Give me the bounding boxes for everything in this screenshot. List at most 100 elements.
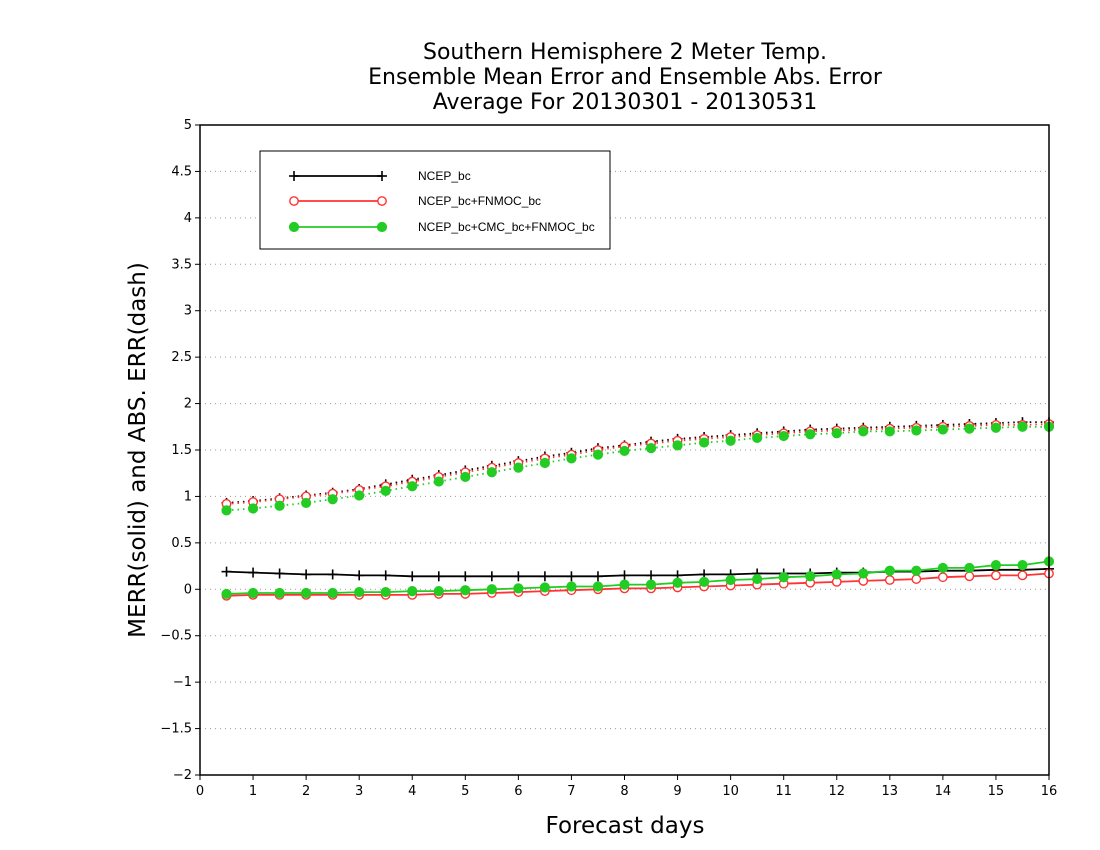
data-point [805, 571, 816, 582]
data-point [1017, 570, 1028, 581]
data-point [778, 430, 789, 442]
data-point [831, 569, 842, 580]
y-tick-label: −0.5 [160, 629, 192, 644]
y-tick-label: 3 [184, 304, 192, 319]
data-point [619, 445, 630, 457]
title-line-2: Ensemble Mean Error and Ensemble Abs. Er… [368, 65, 883, 90]
series-ncep-bc-cmc-bc-fnmoc-bc-markers [221, 421, 1055, 600]
data-point [1017, 560, 1028, 571]
data-point [911, 574, 922, 584]
data-point [964, 571, 975, 582]
data-point [619, 570, 630, 581]
x-tick-label: 1 [249, 784, 257, 799]
data-point [884, 426, 895, 437]
data-point [619, 579, 630, 590]
data-point [513, 462, 524, 473]
data-point [752, 573, 763, 585]
y-tick-label: 2 [184, 397, 192, 412]
y-axis-label: MERR(solid) and ABS. ERR(dash) [125, 262, 151, 638]
x-tick-label: 7 [567, 784, 575, 799]
data-point [301, 497, 312, 509]
data-point [486, 571, 497, 582]
x-tick-label: 8 [620, 784, 628, 799]
series-ncep-bc-cmc-bc-fnmoc-bc-dotted-line [226, 425, 1049, 512]
data-point [301, 569, 312, 580]
data-point [460, 571, 471, 582]
legend-marker [377, 171, 387, 181]
data-point [725, 574, 736, 586]
legend-marker [289, 196, 299, 206]
data-point [645, 579, 657, 590]
title-line-1: Southern Hemisphere 2 Meter Temp. [423, 40, 827, 65]
data-point [327, 587, 338, 599]
data-point [672, 577, 683, 588]
y-tick-label: −1.5 [160, 722, 192, 737]
data-point [380, 570, 391, 581]
data-point [725, 435, 736, 446]
series-ncep-bc-fnmoc-bc-dotted-line [226, 423, 1050, 505]
data-point [407, 571, 418, 582]
data-point [990, 422, 1002, 433]
data-point [221, 505, 232, 516]
legend-label: NCEP_bc+FNMOC_bc [418, 194, 541, 208]
y-tick-label: −1 [173, 675, 192, 690]
x-tick-label: 10 [722, 784, 739, 799]
data-point [566, 571, 577, 582]
data-point [380, 485, 391, 496]
data-point [698, 437, 710, 448]
y-tick-label: 3.5 [171, 257, 192, 272]
data-point [486, 584, 497, 595]
legend-label: NCEP_bc [418, 169, 471, 183]
x-tick-label: 13 [882, 784, 899, 799]
x-tick-label: 14 [935, 784, 952, 799]
data-point [274, 568, 285, 579]
data-point [592, 581, 604, 592]
data-point [592, 449, 604, 460]
data-point [407, 481, 418, 492]
legend-marker [376, 221, 388, 233]
data-point [327, 569, 338, 580]
legend-marker [288, 221, 300, 233]
data-point [247, 503, 259, 514]
data-point [221, 588, 232, 600]
data-point [1017, 421, 1028, 432]
data-point [858, 568, 869, 579]
data-point [354, 490, 365, 501]
data-point [646, 570, 657, 581]
x-tick-label: 16 [1041, 784, 1058, 799]
data-point [407, 586, 418, 597]
data-point [831, 428, 842, 439]
data-point [247, 587, 259, 599]
data-point [433, 586, 444, 597]
data-point [354, 586, 365, 598]
legend: NCEP_bc NCEP_bc+FNMOC_bc NCEP_bc+CMC_bc+FN… [259, 150, 611, 250]
data-point [858, 426, 869, 437]
x-axis-ticks: 0 1 2 3 4 5 6 7 8 9 10 11 12 13 14 15 16 [196, 775, 1057, 799]
data-point [937, 562, 948, 574]
data-point [486, 467, 497, 478]
y-tick-label: 5 [184, 118, 192, 133]
x-tick-label: 4 [408, 784, 416, 799]
data-point [539, 457, 551, 469]
data-point [566, 453, 577, 464]
y-tick-label: 0 [184, 582, 192, 597]
data-point [274, 587, 285, 599]
x-tick-label: 9 [673, 784, 681, 799]
data-point [513, 583, 524, 594]
data-point [513, 571, 524, 582]
y-tick-label: 0.5 [171, 536, 192, 551]
data-point [937, 424, 948, 435]
data-point [911, 425, 922, 436]
y-axis-ticks: −2 −1.5 −1 −0.5 0 0.5 1 1.5 2 2.5 3 3.5 4 4.5 5 [160, 118, 200, 783]
data-point [354, 570, 365, 581]
series-ncep-bc-dotted-line [226, 421, 1049, 504]
data-point [698, 576, 710, 587]
data-point [884, 565, 895, 576]
legend-box [259, 150, 611, 250]
data-point [539, 582, 551, 593]
data-point [460, 471, 471, 483]
legend-marker [377, 196, 387, 206]
x-tick-label: 5 [461, 784, 469, 799]
data-point [672, 440, 683, 451]
